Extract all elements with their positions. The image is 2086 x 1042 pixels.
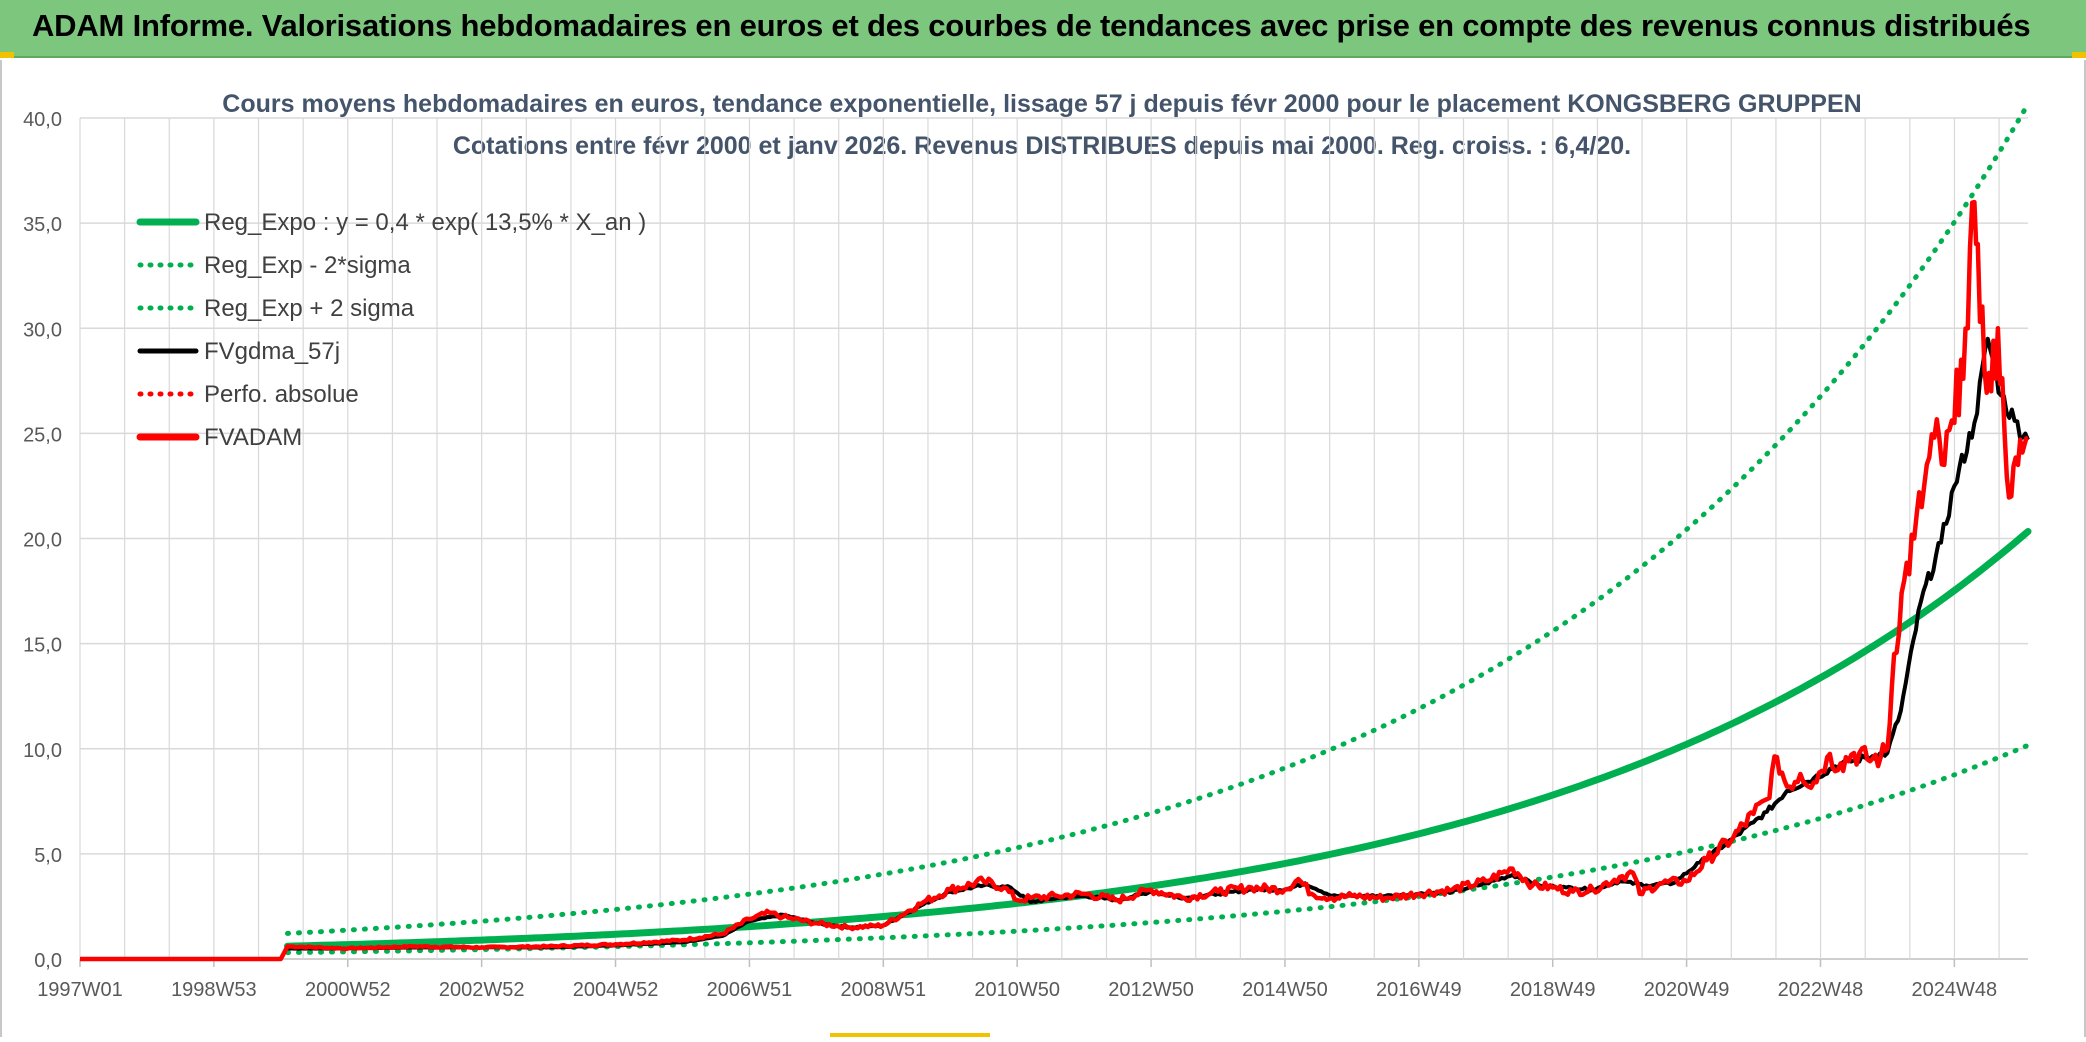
x-tick-label: 2004W52: [573, 979, 659, 1001]
title-banner: ADAM Informe. Valorisations hebdomadaire…: [0, 0, 2086, 58]
x-tick-label: 2020W49: [1644, 979, 1730, 1001]
x-tick-label: 2002W52: [439, 979, 525, 1001]
x-tick-label: 2000W52: [305, 979, 391, 1001]
legend-label: Reg_Expo : y = 0,4 * exp( 13,5% * X_an ): [204, 209, 646, 236]
y-tick-label: 20,0: [23, 530, 62, 552]
x-tick-label: 2014W50: [1242, 979, 1328, 1001]
chart-container: Cours moyens hebdomadaires en euros, ten…: [0, 60, 2086, 1037]
banner-title: ADAM Informe. Valorisations hebdomadaire…: [32, 8, 2031, 43]
x-tick-label: 2012W50: [1108, 979, 1194, 1001]
y-tick-label: 35,0: [23, 214, 62, 236]
legend: Reg_Expo : y = 0,4 * exp( 13,5% * X_an )…: [136, 209, 646, 451]
x-tick-label: 2006W51: [707, 979, 793, 1001]
x-tick-label: 2018W49: [1510, 979, 1596, 1001]
series-reg-expo: [284, 528, 2032, 950]
x-tick-label: 2016W49: [1376, 979, 1462, 1001]
y-tick-label: 10,0: [23, 740, 62, 762]
legend-label: Reg_Exp + 2 sigma: [204, 295, 415, 322]
line-chart: Cours moyens hebdomadaires en euros, ten…: [23, 90, 2032, 1001]
y-tick-label: 40,0: [23, 109, 62, 131]
x-tick-label: 1998W53: [171, 979, 257, 1001]
legend-label: FVgdma_57j: [204, 338, 340, 365]
chart-subtitle: Cotations entre févr 2000 et janv 2026. …: [453, 132, 1631, 160]
chart-title: Cours moyens hebdomadaires en euros, ten…: [222, 90, 1861, 118]
y-axis-ticks: 0,0 5,0 10,0 15,0 20,0 25,0 30,0 35,0 40,0: [23, 109, 62, 972]
x-tick-label: 2010W50: [974, 979, 1060, 1001]
series-reg-minus-2sigma: [285, 742, 2031, 956]
legend-label: FVADAM: [204, 424, 302, 451]
y-tick-label: 30,0: [23, 319, 62, 341]
x-axis-ticks: 1997W01 1998W53 2000W52 2002W52 2004W52 2006W…: [37, 959, 1997, 1001]
gridlines: [79, 117, 2028, 960]
corner-accent-bottom: [830, 1033, 990, 1037]
plot-series: [80, 101, 2032, 962]
y-tick-label: 0,0: [34, 950, 62, 972]
series-reg-plus-2sigma: [285, 101, 2031, 936]
y-tick-label: 15,0: [23, 635, 62, 657]
x-tick-label: 2008W51: [840, 979, 926, 1001]
legend-label: Reg_Exp - 2*sigma: [204, 252, 411, 279]
legend-label: Perfo. absolue: [204, 381, 359, 408]
x-tick-label: 1997W01: [37, 979, 123, 1001]
series-fvadam: [80, 199, 2030, 962]
corner-accent-top-right: [2072, 52, 2086, 58]
x-tick-label: 2022W48: [1778, 979, 1864, 1001]
y-tick-label: 25,0: [23, 424, 62, 446]
x-tick-label: 2024W48: [1912, 979, 1998, 1001]
corner-accent-top-left: [0, 52, 14, 58]
y-tick-label: 5,0: [34, 845, 62, 867]
